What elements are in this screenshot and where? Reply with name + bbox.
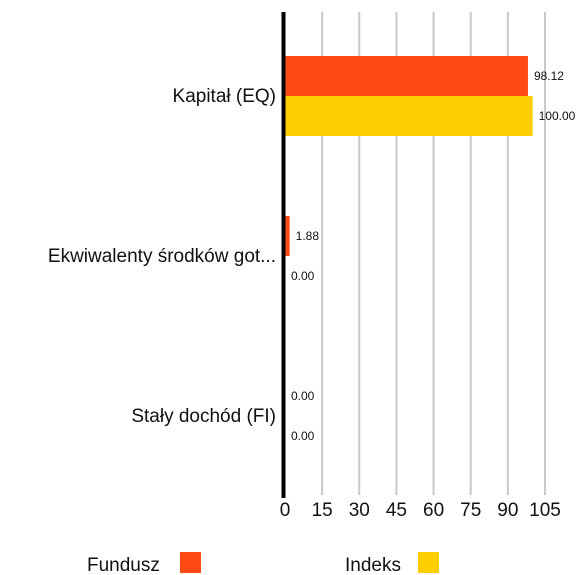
x-tick-label: 30 <box>349 500 370 521</box>
category-label: Ekwiwalenty środków got... <box>48 246 276 267</box>
x-tick-label: 15 <box>312 500 333 521</box>
legend-swatch <box>180 552 201 573</box>
data-label: 0.00 <box>291 429 315 443</box>
category-labels: Kapitał (EQ) Ekwiwalenty środków got... St… <box>48 86 276 427</box>
x-tick-label: 60 <box>423 500 444 521</box>
data-labels: 98.12 100.00 1.88 0.00 0.00 0.00 <box>291 69 576 443</box>
x-tick-label: 90 <box>497 500 518 521</box>
data-label: 0.00 <box>291 389 315 403</box>
data-label: 98.12 <box>534 69 564 83</box>
legend-swatch <box>418 552 439 573</box>
data-label: 100.00 <box>539 109 576 123</box>
data-label: 1.88 <box>296 229 320 243</box>
bars <box>285 56 533 256</box>
legend-label: Fundusz <box>87 555 160 575</box>
x-tick-labels: 0 15 30 45 60 75 90 105 <box>280 500 561 521</box>
category-label: Kapitał (EQ) <box>173 86 276 107</box>
x-tick-label: 45 <box>386 500 407 521</box>
x-tick-label: 105 <box>529 500 561 521</box>
bar <box>285 96 533 136</box>
category-label: Stały dochód (FI) <box>131 406 276 427</box>
x-tick-label: 0 <box>280 500 291 521</box>
bar <box>285 216 290 256</box>
legend: Fundusz Indeks <box>87 552 439 575</box>
x-tick-label: 75 <box>460 500 481 521</box>
legend-label: Indeks <box>345 555 401 575</box>
data-label: 0.00 <box>291 269 315 283</box>
bar <box>285 56 528 96</box>
